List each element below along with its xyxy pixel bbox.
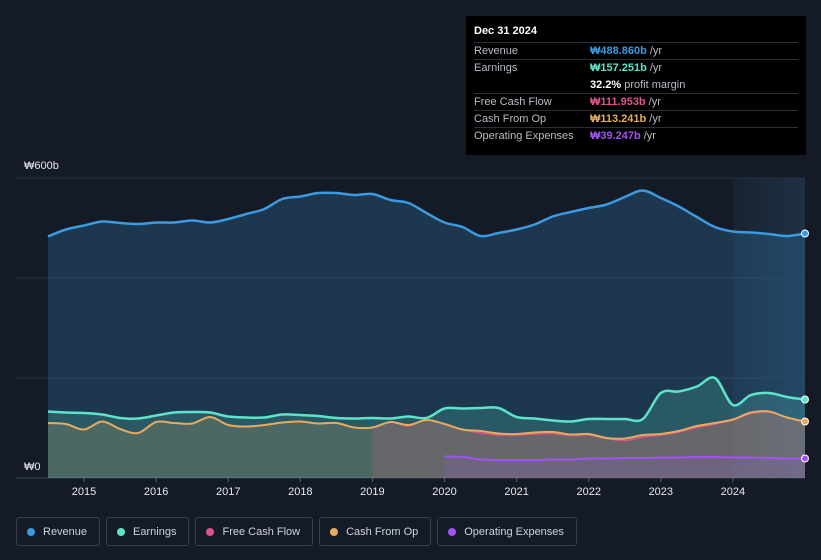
series-lines	[47, 189, 806, 462]
x-tick-label: 2022	[576, 486, 600, 498]
dot-icon	[448, 527, 457, 536]
line-cash-from-op	[47, 410, 806, 440]
area-free-cash-flow	[372, 411, 805, 478]
tooltip-value: ₩157.251b	[590, 62, 647, 74]
line-operating-expenses	[444, 455, 806, 462]
endpoint-earnings	[801, 395, 809, 404]
tooltip-row-revenue: Revenue ₩488.860b /yr	[474, 42, 798, 59]
x-tick-label: 2016	[144, 486, 168, 498]
tooltip-key: Cash From Op	[474, 113, 547, 125]
forecast-band	[732, 178, 805, 478]
tooltip-unit: /yr	[649, 45, 663, 57]
legend-item-operating-expenses[interactable]: Operating Expenses	[437, 517, 577, 546]
tooltip-value: ₩39.247b	[590, 130, 641, 142]
tooltip-key: Operating Expenses	[474, 130, 574, 142]
legend-label: Operating Expenses	[464, 525, 564, 538]
series-endpoints	[801, 229, 809, 463]
legend-item-cash-from-op[interactable]: Cash From Op	[319, 517, 432, 546]
legend-item-free-cash-flow[interactable]: Free Cash Flow	[195, 517, 314, 546]
legend: Revenue Earnings Free Cash Flow Cash Fro…	[16, 517, 577, 546]
line-revenue	[47, 189, 806, 238]
tooltip-row-free-cash-flow: Free Cash Flow ₩111.953b /yr	[474, 93, 798, 110]
endpoint-revenue	[801, 229, 809, 238]
x-tick-label: 2023	[649, 486, 673, 498]
x-tick-label: 2019	[360, 486, 384, 498]
tooltip-unit: /yr	[643, 130, 656, 142]
legend-label: Free Cash Flow	[222, 525, 301, 538]
area-cash-from-op	[48, 411, 805, 478]
x-tick-label: 2020	[432, 486, 456, 498]
tooltip-key: Revenue	[474, 45, 519, 57]
dot-icon	[330, 527, 339, 536]
tooltip-row-cash-from-op: Cash From Op ₩113.241b /yr	[474, 110, 798, 127]
x-axis: 2015 2016 2017 2018 2019 2020 2021 2022 2023 2024	[72, 478, 745, 498]
dot-icon	[117, 527, 126, 536]
legend-item-earnings[interactable]: Earnings	[106, 517, 190, 546]
line-earnings	[47, 376, 806, 423]
dot-icon	[206, 527, 215, 536]
x-tick-label: 2015	[72, 486, 96, 498]
tooltip-row-earnings: Earnings ₩157.251b /yr	[474, 59, 798, 76]
legend-label: Revenue	[43, 525, 88, 538]
data-tooltip: Dec 31 2024 Revenue ₩488.860b /yr Earnin…	[466, 16, 806, 155]
x-tick-label: 2024	[721, 486, 745, 498]
series-areas	[48, 190, 805, 478]
tooltip-value: ₩113.241b	[590, 113, 647, 125]
area-earnings	[48, 377, 805, 478]
area-operating-expenses	[444, 456, 805, 478]
area-revenue	[48, 190, 805, 478]
tooltip-key: Free Cash Flow	[474, 96, 552, 108]
y-axis-label-bottom: ₩0	[24, 461, 41, 473]
tooltip-unit: profit margin	[624, 78, 686, 91]
x-tick-label: 2017	[216, 486, 240, 498]
tooltip-unit: /yr	[648, 96, 661, 108]
x-tick-label: 2021	[504, 486, 528, 498]
tooltip-unit: /yr	[649, 62, 663, 74]
tooltip-row-operating-expenses: Operating Expenses ₩39.247b /yr	[474, 127, 798, 144]
tooltip-key: Earnings	[474, 62, 518, 74]
legend-label: Cash From Op	[346, 525, 419, 538]
legend-item-revenue[interactable]: Revenue	[16, 517, 101, 546]
endpoint-cash-from-op	[801, 417, 809, 426]
tooltip-value: ₩111.953b	[590, 96, 646, 108]
legend-label: Earnings	[133, 525, 177, 538]
tooltip-value: 32.2%	[590, 78, 622, 91]
tooltip-date: Dec 31 2024	[474, 25, 537, 37]
x-tick-label: 2018	[288, 486, 312, 498]
gridlines	[16, 177, 805, 479]
y-axis-label-top: ₩600b	[24, 160, 59, 172]
tooltip-value: ₩488.860b	[590, 45, 647, 57]
tooltip-row-profit-margin: 32.2% profit margin	[474, 76, 798, 93]
tooltip-unit: /yr	[649, 113, 662, 125]
dot-icon	[27, 527, 35, 536]
endpoint-operating-expenses	[801, 454, 809, 463]
